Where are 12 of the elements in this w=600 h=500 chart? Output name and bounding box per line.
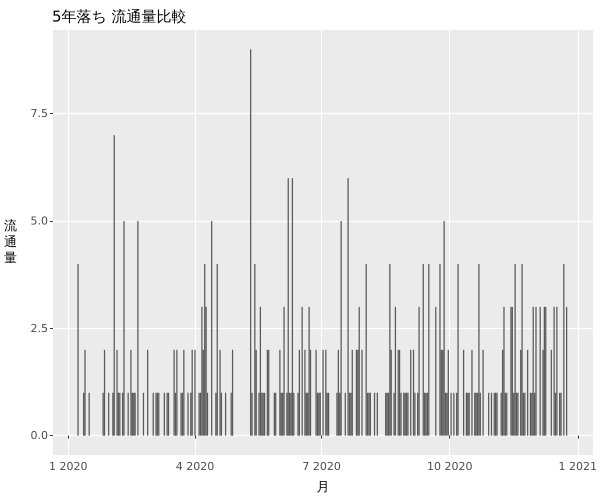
- y-tick-label: 0.0: [30, 429, 48, 442]
- x-axis-title: 月: [316, 480, 330, 495]
- x-tick-label: 7 2020: [302, 460, 341, 473]
- x-tick-label: 1 2020: [49, 460, 88, 473]
- x-tick-label: 4 2020: [176, 460, 214, 473]
- y-tick-label: 5.0: [30, 214, 48, 228]
- x-tick-label: 10 2020: [426, 460, 472, 473]
- chart-title: 5年落ち 流通量比較: [52, 8, 186, 26]
- x-tick-label: 1 2021: [558, 460, 598, 473]
- y-tick-label: 7.5: [30, 107, 48, 120]
- y-tick-label: 2.5: [30, 322, 48, 335]
- y-axis-title: 流通量: [4, 218, 17, 266]
